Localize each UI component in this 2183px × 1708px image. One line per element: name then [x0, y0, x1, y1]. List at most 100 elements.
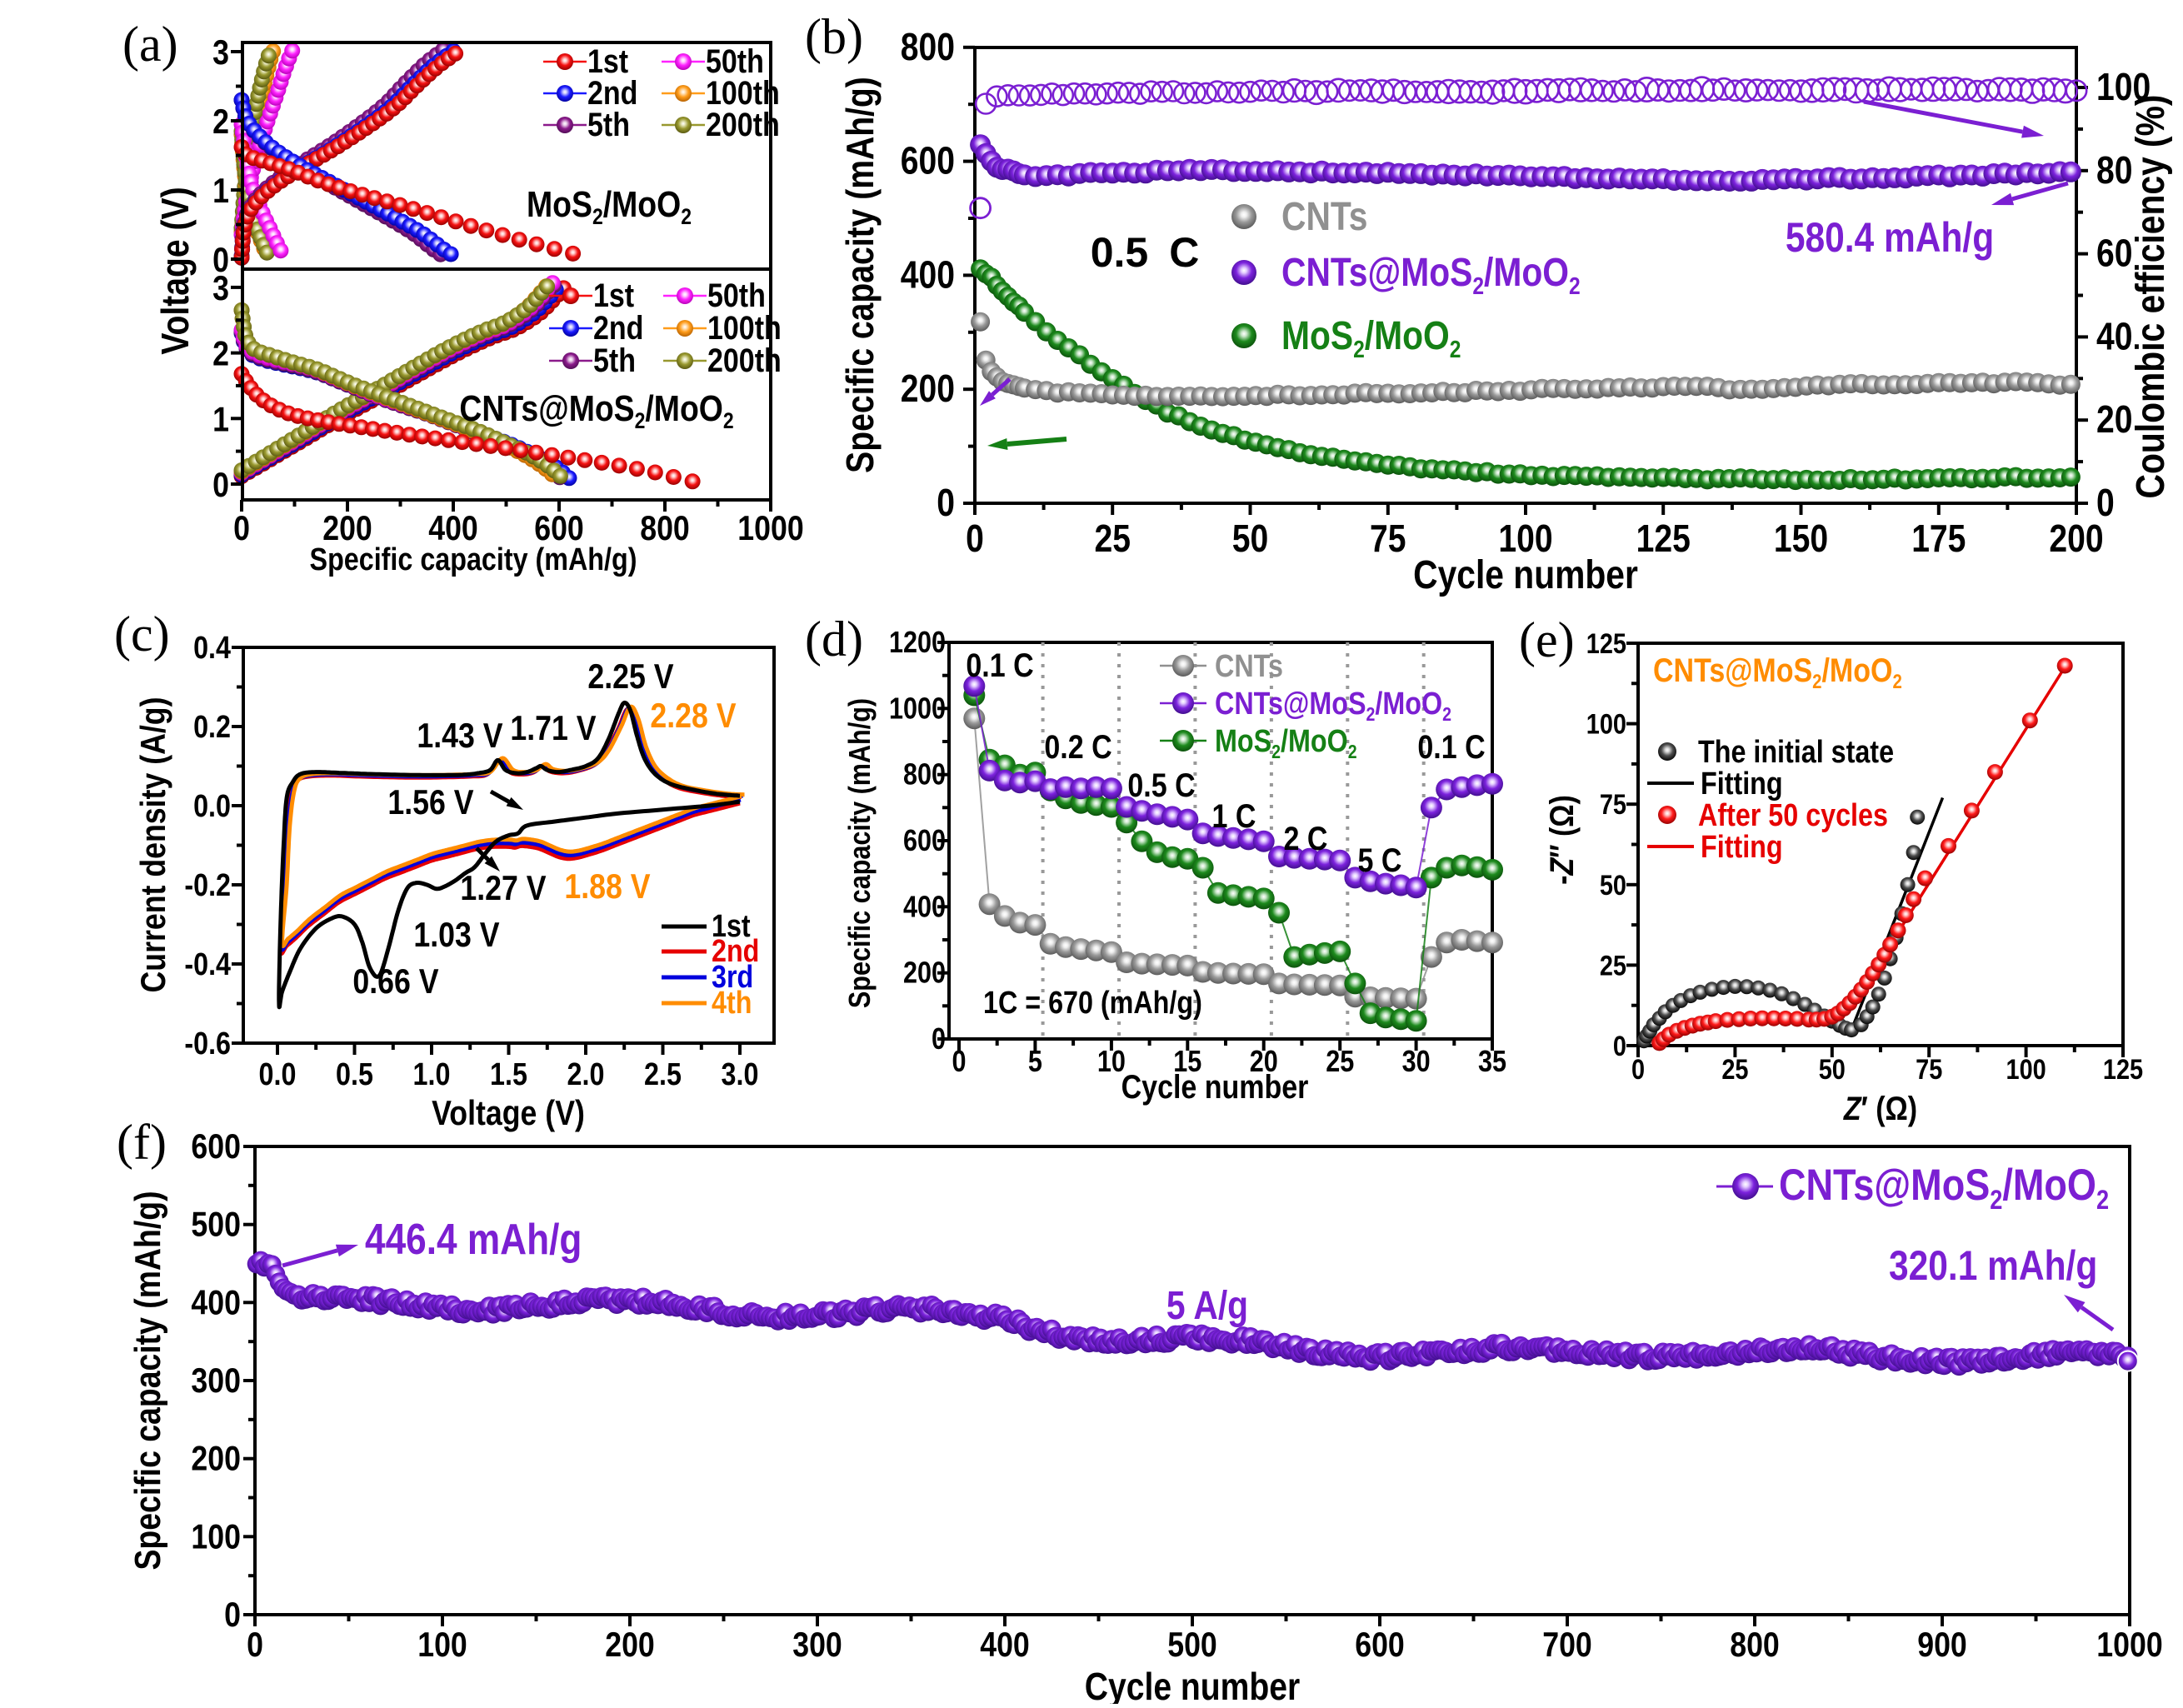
- svg-text:100: 100: [1498, 517, 1552, 561]
- svg-text:MoS2​/MoO2​: MoS2​/MoO2​: [1215, 724, 1357, 763]
- svg-text:5th: 5th: [593, 341, 636, 378]
- svg-text:100th: 100th: [707, 308, 782, 346]
- svg-text:Voltage (V): Voltage (V): [154, 187, 197, 354]
- svg-text:0.0: 0.0: [259, 1057, 297, 1092]
- svg-text:Z′ (Ω): Z′ (Ω): [1843, 1089, 1917, 1126]
- svg-text:60: 60: [2096, 232, 2132, 276]
- svg-text:1.56 V: 1.56 V: [387, 783, 473, 822]
- svg-text:MoS2​/MoO2​: MoS2​/MoO2​: [527, 183, 692, 229]
- svg-text:0.5 C: 0.5 C: [1127, 766, 1195, 803]
- svg-text:1000: 1000: [737, 509, 803, 547]
- svg-text:50: 50: [1232, 517, 1268, 561]
- svg-text:300: 300: [191, 1361, 241, 1400]
- svg-text:600: 600: [1355, 1626, 1405, 1664]
- svg-text:MoS2​/MoO2​: MoS2​/MoO2​: [1281, 314, 1461, 362]
- svg-text:Cycle number: Cycle number: [1121, 1067, 1309, 1105]
- svg-text:Specific capacity (mAh/g): Specific capacity (mAh/g): [127, 1191, 168, 1570]
- svg-text:(e): (e): [1519, 612, 1575, 667]
- svg-text:1000: 1000: [2096, 1626, 2162, 1664]
- svg-text:50: 50: [1600, 869, 1626, 901]
- svg-text:1.27 V: 1.27 V: [460, 869, 546, 907]
- svg-text:1st: 1st: [712, 909, 751, 944]
- svg-text:400: 400: [191, 1284, 241, 1322]
- svg-text:The initial state: The initial state: [1698, 735, 1894, 770]
- svg-text:800: 800: [1730, 1626, 1780, 1664]
- svg-text:-0.2: -0.2: [184, 868, 231, 903]
- svg-text:3.0: 3.0: [722, 1057, 759, 1092]
- svg-text:300: 300: [792, 1626, 842, 1664]
- svg-text:75: 75: [1916, 1053, 1942, 1086]
- svg-text:1st: 1st: [587, 42, 628, 79]
- svg-text:1 C: 1 C: [1212, 797, 1256, 834]
- svg-text:100: 100: [191, 1518, 241, 1556]
- svg-text:700: 700: [1542, 1626, 1592, 1664]
- svg-text:1.0: 1.0: [413, 1057, 451, 1092]
- svg-text:2.0: 2.0: [567, 1057, 605, 1092]
- svg-text:200th: 200th: [706, 105, 780, 142]
- svg-text:100th: 100th: [706, 73, 780, 111]
- svg-text:0: 0: [212, 241, 229, 279]
- svg-text:0: 0: [224, 1596, 241, 1634]
- svg-text:0.4: 0.4: [193, 631, 231, 666]
- svg-text:1.71 V: 1.71 V: [510, 709, 596, 747]
- svg-text:1200: 1200: [889, 627, 946, 660]
- svg-text:800: 800: [640, 509, 690, 547]
- svg-text:2.5: 2.5: [644, 1057, 682, 1092]
- svg-text:400: 400: [901, 253, 955, 297]
- svg-text:80: 80: [2096, 149, 2132, 192]
- svg-text:50th: 50th: [707, 276, 766, 313]
- svg-text:Fitting: Fitting: [1701, 767, 1783, 802]
- svg-text:1.88 V: 1.88 V: [564, 867, 650, 906]
- svg-text:600: 600: [903, 825, 946, 858]
- svg-text:20: 20: [2096, 398, 2132, 442]
- svg-text:200: 200: [191, 1440, 241, 1478]
- svg-text:5 A/g: 5 A/g: [1166, 1284, 1248, 1328]
- svg-text:400: 400: [428, 509, 478, 547]
- svg-text:800: 800: [901, 26, 955, 69]
- svg-text:(f): (f): [117, 1115, 167, 1170]
- svg-text:0: 0: [247, 1626, 263, 1664]
- svg-text:2nd: 2nd: [593, 308, 643, 346]
- svg-text:Specific capacity (mAh/g): Specific capacity (mAh/g): [844, 698, 877, 1008]
- svg-text:0: 0: [932, 1023, 946, 1056]
- svg-text:25: 25: [1326, 1046, 1354, 1079]
- svg-text:0.5 C: 0.5 C: [1091, 229, 1200, 276]
- svg-text:200: 200: [2049, 517, 2103, 561]
- svg-text:-0.6: -0.6: [184, 1026, 231, 1061]
- svg-text:10: 10: [1097, 1046, 1126, 1079]
- svg-text:3: 3: [212, 33, 229, 72]
- svg-text:20: 20: [1250, 1046, 1278, 1079]
- svg-text:(a): (a): [122, 17, 178, 72]
- svg-text:0: 0: [2096, 482, 2115, 525]
- svg-text:25: 25: [1721, 1053, 1748, 1086]
- svg-text:15: 15: [1173, 1046, 1201, 1079]
- svg-text:2: 2: [212, 102, 229, 141]
- svg-text:2.25 V: 2.25 V: [587, 657, 673, 696]
- svg-text:Specific capacity (mAh/g): Specific capacity (mAh/g): [310, 542, 637, 577]
- svg-text:50th: 50th: [706, 42, 764, 79]
- svg-text:CNTs: CNTs: [1215, 649, 1283, 684]
- svg-text:25: 25: [1094, 517, 1130, 561]
- svg-text:Cycle number: Cycle number: [1085, 1666, 1300, 1704]
- svg-text:1000: 1000: [889, 692, 946, 726]
- svg-text:400: 400: [980, 1626, 1030, 1664]
- svg-text:5 C: 5 C: [1358, 841, 1402, 878]
- svg-text:Specific capacity (mAh/g): Specific capacity (mAh/g): [839, 77, 882, 473]
- svg-text:35: 35: [1478, 1046, 1506, 1079]
- svg-text:75: 75: [1370, 517, 1406, 561]
- svg-text:(c): (c): [114, 607, 170, 662]
- svg-text:800: 800: [903, 758, 946, 792]
- svg-text:0: 0: [212, 466, 229, 504]
- svg-text:0: 0: [937, 482, 955, 525]
- svg-text:0.2: 0.2: [193, 710, 231, 745]
- svg-text:1.5: 1.5: [490, 1057, 527, 1092]
- svg-text:CNTs@MoS2​/MoO2​: CNTs@MoS2​/MoO2​: [1653, 651, 1902, 692]
- svg-text:0: 0: [1631, 1053, 1645, 1086]
- svg-text:100: 100: [2006, 1053, 2046, 1086]
- svg-text:CNTs@MoS2​/MoO2​: CNTs@MoS2​/MoO2​: [1215, 687, 1451, 726]
- svg-text:2nd: 2nd: [587, 73, 637, 111]
- svg-text:125: 125: [2103, 1053, 2143, 1086]
- svg-text:1: 1: [212, 401, 229, 439]
- svg-text:100: 100: [1586, 707, 1626, 740]
- svg-text:5th: 5th: [587, 105, 630, 142]
